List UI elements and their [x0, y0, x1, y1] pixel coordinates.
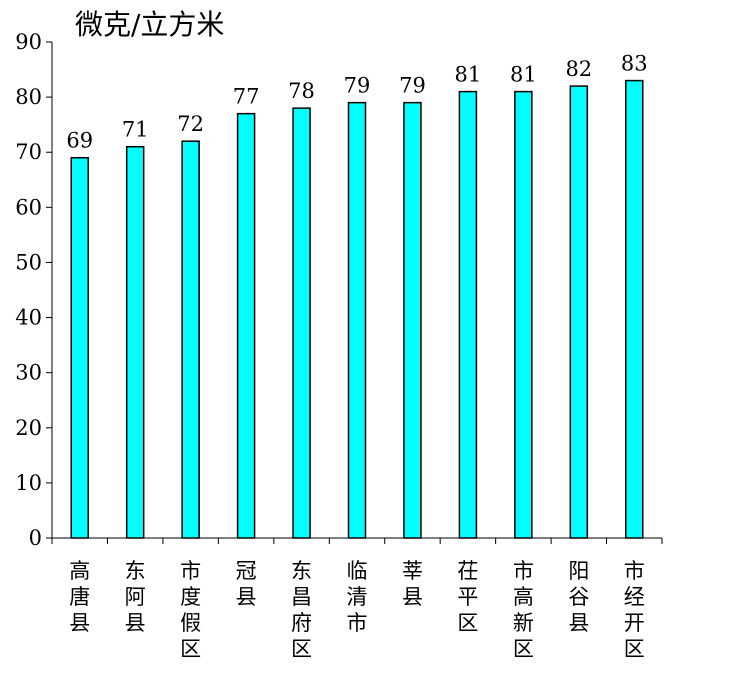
y-tick-label: 90 [15, 30, 42, 54]
bar [569, 85, 589, 539]
y-tick-label: 60 [15, 195, 42, 219]
bar [625, 79, 644, 539]
bar [458, 90, 478, 539]
bar-value-label: 79 [344, 74, 371, 98]
bar [236, 112, 256, 539]
bar-value-label: 71 [122, 118, 149, 142]
bar-value-label: 81 [510, 63, 537, 87]
x-axis-labels: 高唐县 东阿县 市度假区 冠县 东昌府区 临清市 莘县 茌平区 市高新区 阳谷县 市经开区 [51, 537, 663, 661]
x-tick-label: 东昌府区 [291, 559, 312, 661]
y-tick-label: 50 [15, 250, 42, 274]
y-axis: 0 10 20 30 40 50 60 70 80 90 [15, 30, 53, 550]
y-tick-label: 20 [15, 416, 42, 440]
y-tick-label: 80 [15, 85, 42, 109]
bar [125, 145, 145, 539]
bar [514, 90, 533, 539]
y-tick-label: 70 [15, 140, 42, 164]
bar-value-label: 77 [233, 85, 260, 109]
value-labels: 69 71 72 77 78 79 79 81 81 82 83 [66, 52, 647, 153]
x-tick-label: 茌平区 [457, 559, 478, 635]
y-tick-label: 30 [15, 361, 42, 385]
bar-value-label: 79 [399, 74, 426, 98]
y-tick-label: 40 [15, 306, 42, 330]
x-tick-label: 市高新区 [513, 559, 534, 661]
unit-label: 微克/立方米 [75, 8, 224, 41]
x-tick-label: 市度假区 [180, 559, 201, 661]
x-tick-label: 临清市 [347, 559, 368, 635]
bar-value-label: 69 [66, 129, 93, 153]
bar-value-label: 83 [621, 52, 648, 76]
y-tick-label: 0 [29, 526, 42, 550]
x-tick-label: 东阿县 [125, 559, 146, 635]
bar [347, 101, 367, 539]
bars [70, 79, 644, 539]
y-tick-label: 10 [15, 471, 42, 495]
bar-value-label: 81 [455, 63, 482, 87]
x-tick-label: 高唐县 [69, 559, 90, 635]
bar [181, 140, 200, 539]
x-tick-label: 阳谷县 [568, 559, 589, 635]
bar [403, 101, 422, 539]
x-tick-label: 莘县 [402, 559, 423, 609]
x-tick-label: 市经开区 [624, 559, 645, 661]
bar-value-label: 82 [565, 57, 592, 81]
bar-value-label: 72 [177, 112, 204, 136]
x-tick-label: 冠县 [236, 559, 257, 609]
bar-value-label: 78 [288, 79, 315, 103]
bar [70, 156, 89, 539]
bar [292, 107, 311, 539]
